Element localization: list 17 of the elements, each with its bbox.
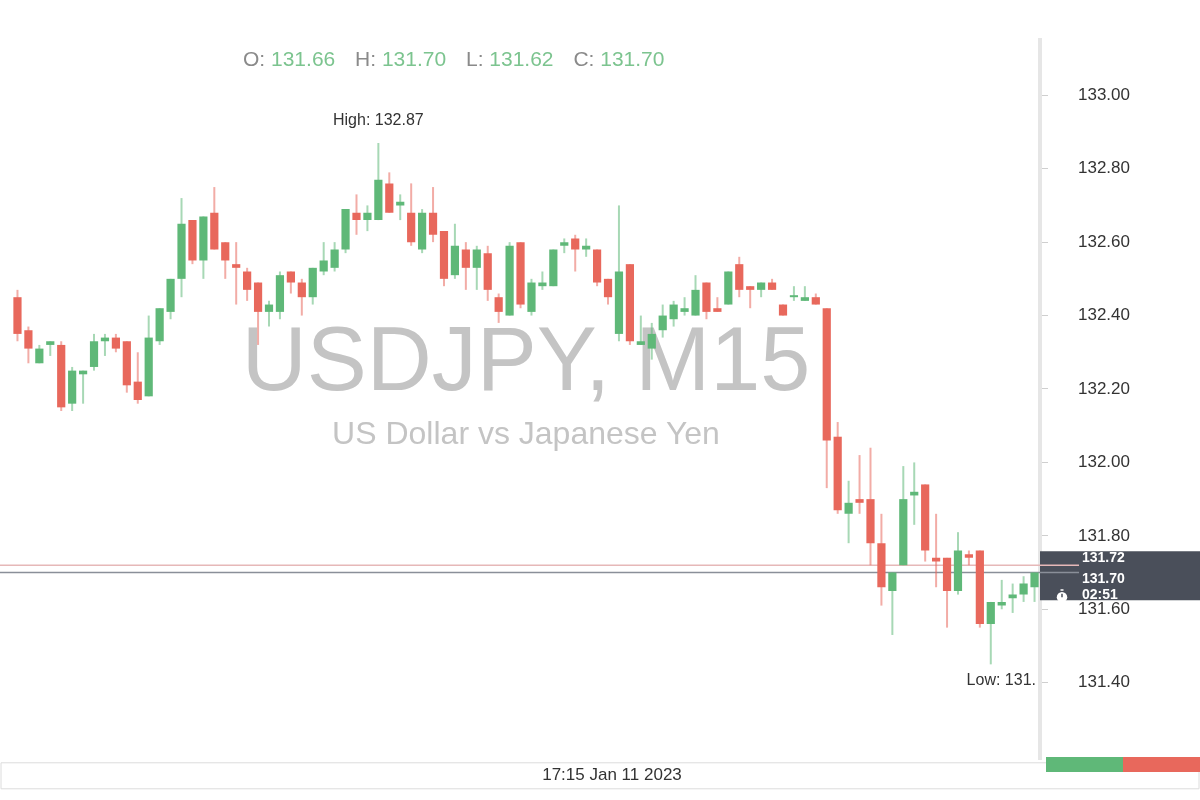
annotation: Low: 131. bbox=[966, 670, 1036, 688]
y-tick-label: 131.40 bbox=[1078, 672, 1130, 692]
y-tick-label: 132.20 bbox=[1078, 378, 1130, 398]
annotation: O: 131.66 H: 131.70 L: 131.62 C: 131.70 bbox=[243, 46, 665, 70]
text: US Dollar vs Japanese Yen bbox=[332, 414, 720, 451]
candlestick bbox=[789, 285, 799, 302]
y-tick-label: 131.80 bbox=[1078, 525, 1130, 545]
y-tick-label: 132.80 bbox=[1078, 158, 1130, 178]
ref-line-label: 131.70 bbox=[1082, 570, 1126, 587]
y-tick-label: 132.00 bbox=[1078, 452, 1130, 472]
y-tick-label: 133.00 bbox=[1078, 84, 1130, 104]
ref-line-label: 131.72 bbox=[1082, 549, 1126, 566]
y-tick-label: 132.40 bbox=[1078, 305, 1130, 325]
y-tick-label: 132.60 bbox=[1078, 231, 1130, 251]
annotation: High: 132.87 bbox=[332, 111, 424, 129]
text: 17:15 Jan 11 2023 bbox=[542, 765, 682, 785]
text: USDJPY, M15 bbox=[241, 308, 811, 409]
